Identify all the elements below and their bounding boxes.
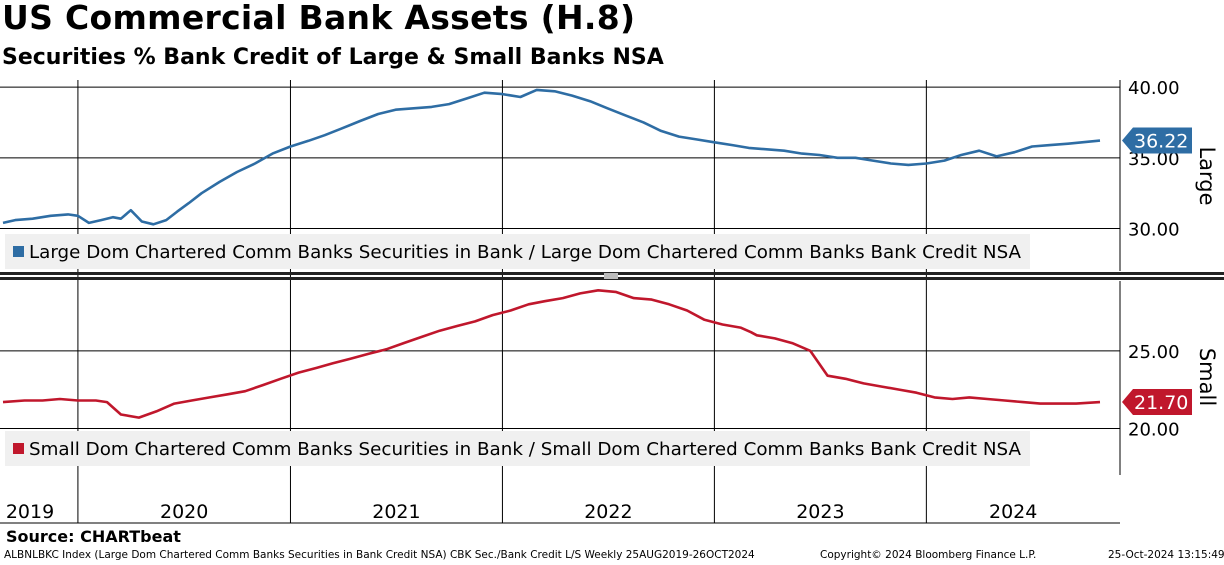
panel-splitter-handle	[604, 273, 618, 279]
x-tick-label-2019: 2019	[6, 501, 54, 523]
footer-timestamp: 25-Oct-2024 13:15:49	[1108, 549, 1224, 561]
x-tick-label-2021: 2021	[372, 501, 420, 523]
series-line-small	[2, 288, 1101, 419]
y-tick-label-small-1: 25.00	[1128, 342, 1180, 363]
chart-title: US Commercial Bank Assets (H.8)	[2, 0, 636, 37]
series-line-large	[2, 88, 1101, 226]
last-value-badge-small: 21.70	[1122, 389, 1192, 416]
source-label: Source: CHARTbeat	[6, 527, 181, 546]
x-tick-label-2022: 2022	[584, 501, 632, 523]
legend-large: Large Dom Chartered Comm Banks Securitie…	[5, 234, 1030, 269]
x-tick-label-2024: 2024	[989, 501, 1037, 523]
panel-label-large: Large	[1195, 146, 1219, 205]
legend-bg-large	[5, 234, 1030, 269]
panel-label-small: Small	[1195, 348, 1219, 406]
y-tick-label-large-0: 30.00	[1128, 220, 1180, 241]
last-value-badge-bg-large	[1122, 127, 1192, 154]
x-tick-label-2023: 2023	[796, 501, 844, 523]
legend-label-large: Large Dom Chartered Comm Banks Securitie…	[29, 242, 1022, 263]
footer-index-info: ALBNLBKC Index (Large Dom Chartered Comm…	[4, 549, 755, 561]
y-tick-label-small-0: 20.00	[1128, 419, 1180, 440]
legend-swatch-small	[13, 443, 24, 454]
legend-swatch-large	[13, 246, 24, 257]
last-value-badge-large: 36.22	[1122, 127, 1192, 154]
last-value-label-large: 36.22	[1134, 131, 1188, 153]
chart-subtitle: Securities % Bank Credit of Large & Smal…	[2, 45, 664, 70]
y-tick-label-large-1: 35.00	[1128, 149, 1180, 170]
last-value-badge-bg-small	[1122, 389, 1192, 416]
footer-copyright: Copyright© 2024 Bloomberg Finance L.P.	[820, 549, 1037, 561]
legend-label-small: Small Dom Chartered Comm Banks Securitie…	[29, 439, 1022, 460]
last-value-label-small: 21.70	[1134, 392, 1188, 414]
legend-bg-small	[5, 431, 1030, 466]
y-tick-label-large-2: 40.00	[1128, 78, 1180, 99]
legend-small: Small Dom Chartered Comm Banks Securitie…	[5, 431, 1030, 466]
x-tick-label-2020: 2020	[160, 501, 208, 523]
